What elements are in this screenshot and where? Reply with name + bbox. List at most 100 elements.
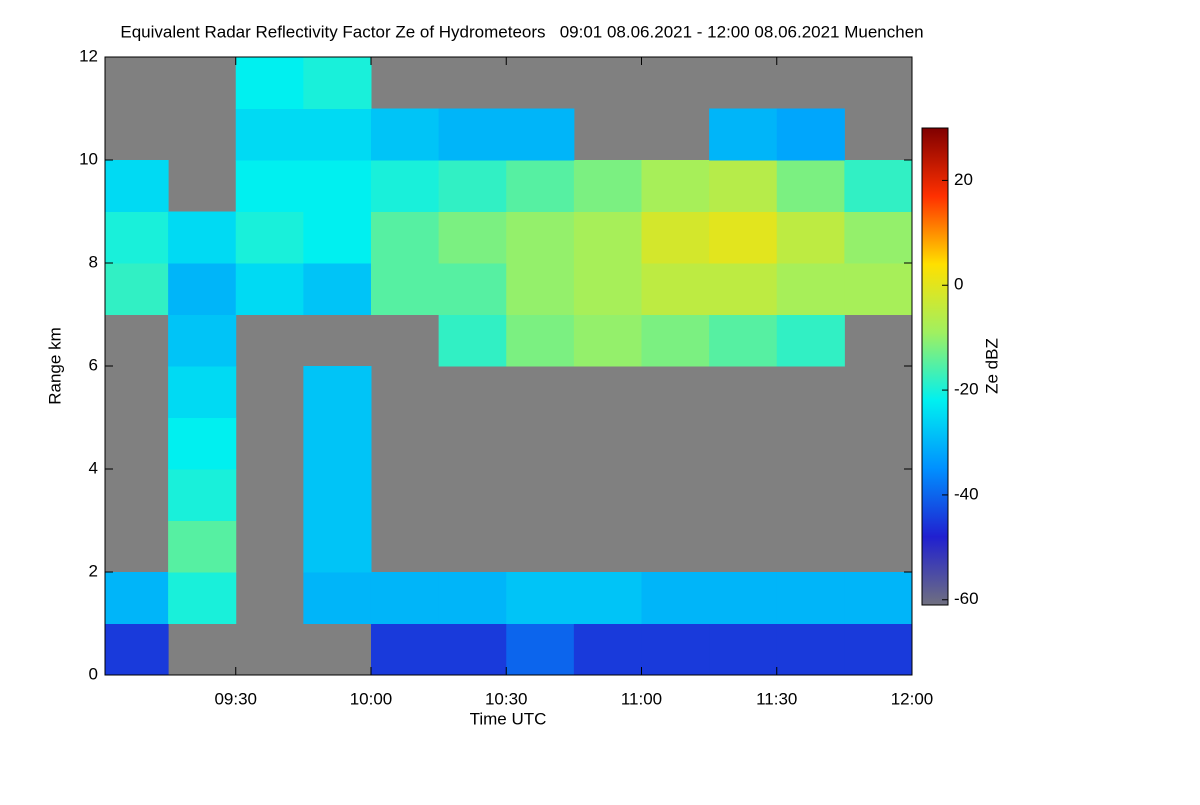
y-tick-label: 2 (89, 561, 98, 580)
cell (168, 211, 237, 264)
y-tick-label: 4 (89, 458, 98, 477)
cell (235, 211, 304, 264)
cell (844, 623, 912, 675)
cell (438, 263, 507, 315)
colorbar-tick-label: 20 (954, 170, 973, 189)
cell (438, 160, 507, 212)
y-tick-label: 8 (89, 252, 98, 271)
x-tick-label: 11:30 (756, 689, 797, 708)
cell (776, 623, 845, 675)
cell (776, 160, 845, 212)
cell (303, 417, 372, 470)
cell (844, 211, 912, 264)
cell (573, 263, 642, 315)
cell (303, 211, 372, 264)
cell (168, 366, 237, 418)
cell (709, 108, 778, 161)
cell (776, 572, 845, 624)
cell (776, 314, 845, 367)
x-axis-label: Time UTC (470, 709, 547, 728)
colorbar (921, 127, 949, 606)
cell (370, 623, 440, 675)
cell (506, 211, 575, 264)
cell (303, 263, 372, 315)
x-tick-label: 09:30 (214, 689, 257, 708)
cell (105, 263, 169, 315)
cell (438, 211, 507, 264)
cell (235, 57, 304, 109)
cell (844, 572, 912, 624)
cell (105, 211, 169, 264)
cell (235, 108, 304, 161)
cell (303, 160, 372, 212)
cell (709, 263, 778, 315)
cell (370, 160, 440, 212)
cell (844, 263, 912, 315)
cell (506, 572, 575, 624)
cell (506, 160, 575, 212)
cell (168, 520, 237, 573)
cell (709, 211, 778, 264)
colorbar-tick-label: -40 (954, 484, 979, 503)
cell (303, 57, 372, 109)
cell (303, 366, 372, 418)
cell (105, 572, 169, 624)
cell (370, 263, 440, 315)
cell (844, 160, 912, 212)
cell (573, 623, 642, 675)
cell (709, 160, 778, 212)
x-tick-label: 11:00 (621, 689, 662, 708)
cell (709, 623, 778, 675)
cell (641, 160, 710, 212)
cell (303, 572, 372, 624)
cell (438, 572, 507, 624)
cell (709, 314, 778, 367)
cell (303, 108, 372, 161)
cell (506, 263, 575, 315)
cell (776, 263, 845, 315)
cell (641, 572, 710, 624)
cell (641, 314, 710, 367)
cell (438, 108, 507, 161)
cell (235, 263, 304, 315)
cell (573, 314, 642, 367)
cell (168, 314, 237, 367)
cell (370, 211, 440, 264)
cell (235, 160, 304, 212)
cell (168, 417, 237, 470)
cell (303, 469, 372, 521)
y-axis-label: Range km (45, 327, 64, 404)
x-tick-label: 12:00 (891, 689, 934, 708)
cell (506, 108, 575, 161)
cell (370, 108, 440, 161)
cell (641, 211, 710, 264)
chart-title: Equivalent Radar Reflectivity Factor Ze … (120, 22, 923, 41)
cell (573, 211, 642, 264)
cell (168, 263, 237, 315)
cell (506, 314, 575, 367)
cell (641, 263, 710, 315)
y-tick-label: 12 (79, 46, 98, 65)
cell (776, 211, 845, 264)
cell (506, 623, 575, 675)
cell (168, 469, 237, 521)
colorbar-tick-label: -20 (954, 380, 979, 399)
cell (370, 572, 440, 624)
cell (573, 572, 642, 624)
y-tick-label: 6 (89, 355, 98, 374)
cell (641, 623, 710, 675)
colorbar-tick-label: -60 (954, 589, 979, 608)
y-tick-label: 0 (89, 664, 98, 683)
heatmap (105, 57, 912, 675)
cell (573, 160, 642, 212)
y-tick-label: 10 (79, 149, 98, 168)
cell (438, 623, 507, 675)
cell (105, 160, 169, 212)
cell (438, 314, 507, 367)
cell (168, 572, 237, 624)
cell (709, 572, 778, 624)
cell (105, 623, 169, 675)
x-tick-label: 10:30 (485, 689, 528, 708)
x-tick-label: 10:00 (350, 689, 393, 708)
